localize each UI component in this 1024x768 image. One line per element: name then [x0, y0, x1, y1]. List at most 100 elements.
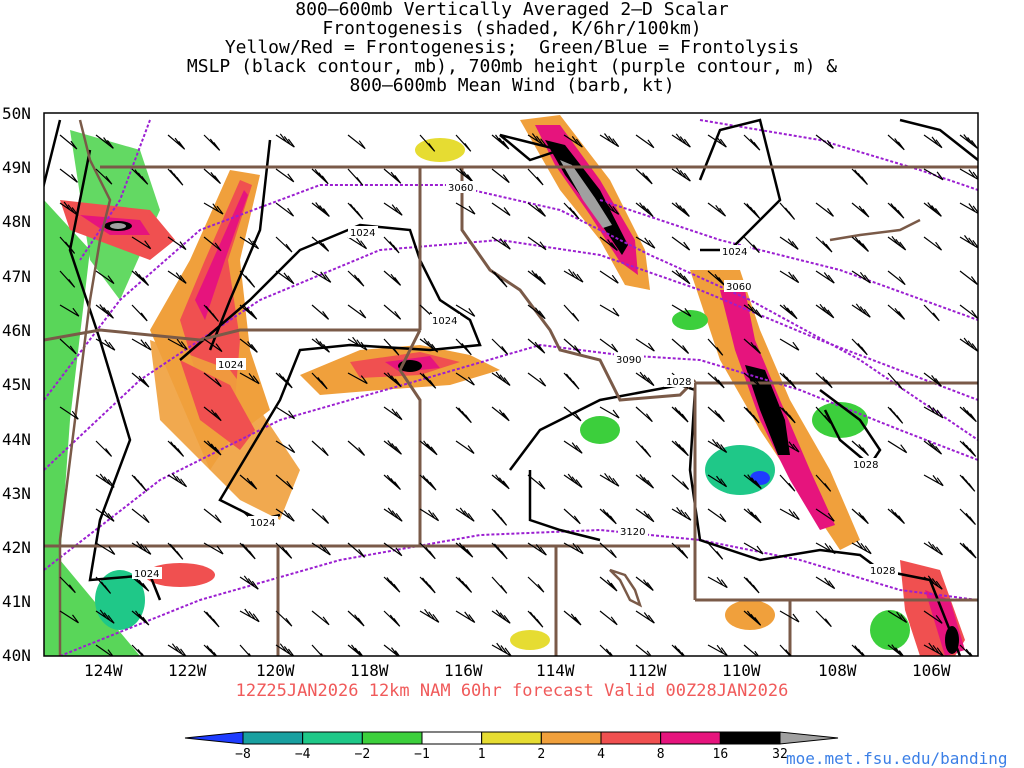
- wind-barb: [275, 643, 295, 656]
- lat-label: 40N: [2, 646, 31, 665]
- wind-barb: [131, 304, 148, 322]
- height-contour: [699, 119, 978, 191]
- title-line-5: 800–600mb Mean Wind (barb, kt): [349, 75, 675, 96]
- mslp-label: 1024: [250, 518, 275, 529]
- wind-barb: [203, 202, 224, 215]
- wind-barb: [167, 134, 186, 150]
- wind-barb: [635, 610, 655, 624]
- wind-barb: [275, 474, 294, 490]
- colorbar-arrow-high: [779, 731, 839, 745]
- wind-barb: [491, 202, 511, 216]
- wind-barb: [167, 270, 187, 284]
- lat-label: 43N: [2, 484, 31, 503]
- lon-label: 108W: [818, 661, 857, 680]
- wind-barb: [959, 134, 978, 149]
- wind-barb: [491, 371, 511, 386]
- wind-barb: [203, 134, 221, 151]
- wind-barb: [563, 542, 584, 555]
- wind-barb: [923, 202, 942, 217]
- title-line-1: 800–600mb Vertically Averaged 2–D Scalar: [295, 0, 729, 20]
- wind-barb: [347, 336, 368, 351]
- wind-barb: [239, 372, 260, 385]
- height-contour: [599, 199, 978, 321]
- mslp-label: 1024: [722, 247, 747, 258]
- border-id-mt: [460, 167, 697, 402]
- height-contour: [59, 528, 978, 656]
- wind-barb: [887, 508, 905, 525]
- lon-label: 122W: [168, 661, 207, 680]
- wind-barb: [923, 404, 944, 419]
- colorbar-label: 32: [772, 747, 788, 762]
- wind-barb: [923, 541, 943, 556]
- wind-barb: [563, 134, 583, 148]
- wind-barb: [383, 372, 402, 388]
- colorbar-label: 4: [597, 747, 605, 762]
- wind-barb: [491, 508, 508, 526]
- wind-barb: [491, 134, 510, 150]
- wind-barb: [311, 610, 330, 626]
- wind-barb: [239, 474, 258, 490]
- wind-barb: [815, 474, 832, 492]
- wind-barb: [779, 304, 798, 320]
- wind-barb: [707, 406, 725, 423]
- wind-barb: [887, 372, 904, 390]
- wind-barb: [383, 270, 402, 286]
- wind-barb: [779, 338, 800, 351]
- wind-barb: [131, 474, 148, 492]
- wind-barb: [959, 168, 978, 181]
- wind-barb: [563, 406, 582, 422]
- wind-barb: [131, 270, 150, 286]
- wind-barb: [239, 236, 260, 250]
- wind-barb: [851, 440, 869, 457]
- wind-barb: [167, 338, 188, 351]
- wind-barb: [599, 576, 618, 592]
- border-or-id: [398, 329, 422, 546]
- wind-barb: [275, 133, 295, 148]
- colorbar: −8 −4 −2 −1 1 2 4 8 16 32: [184, 731, 839, 762]
- wind-barb: [311, 372, 328, 390]
- wind-barb: [563, 440, 583, 454]
- wind-barb: [347, 644, 364, 656]
- mslp-label-box: [851, 458, 881, 470]
- mslp-label: 1028: [853, 460, 878, 471]
- height-contour: [79, 119, 151, 261]
- wind-barb: [707, 576, 728, 589]
- wind-barb: [455, 134, 472, 152]
- wind-barb: [347, 440, 366, 456]
- wind-barb: [563, 372, 580, 390]
- wind-barb: [275, 202, 295, 217]
- wind-barb: [959, 542, 977, 559]
- forecast-valid-text: 12Z25JAN2026 12km NAM 60hr forecast Vali…: [235, 681, 789, 701]
- wind-barb: [275, 406, 296, 420]
- wind-barb: [599, 610, 618, 626]
- wind-barb: [131, 508, 150, 524]
- colorbar-box: [540, 731, 602, 745]
- colorbar-label: −2: [355, 747, 371, 762]
- wind-barb: [671, 406, 689, 423]
- wind-barb: [779, 270, 800, 284]
- wind-barb: [923, 168, 944, 181]
- wind-barb: [743, 644, 760, 656]
- wind-barb: [455, 406, 472, 424]
- wind-barb: [131, 540, 152, 555]
- height-contour: [44, 238, 978, 471]
- wind-barb: [383, 440, 402, 455]
- wind-barb: [923, 474, 944, 487]
- wind-barb: [383, 507, 403, 522]
- wind-barb: [959, 235, 978, 249]
- wind-barb: [671, 202, 690, 217]
- wind-barb: [95, 609, 115, 624]
- wind-barb: [311, 202, 330, 217]
- wind-barb: [491, 642, 512, 656]
- wind-barb: [599, 508, 617, 525]
- colorbar-box: [481, 731, 542, 745]
- wind-barb: [815, 610, 832, 628]
- wind-barb: [923, 236, 943, 251]
- wind-barb: [491, 168, 510, 184]
- wind-barb: [923, 642, 944, 656]
- wind-barb: [527, 270, 546, 285]
- height-contours: [44, 119, 978, 656]
- height-label: 3120: [620, 527, 645, 538]
- wind-barb: [59, 236, 76, 254]
- wind-barb: [347, 168, 364, 186]
